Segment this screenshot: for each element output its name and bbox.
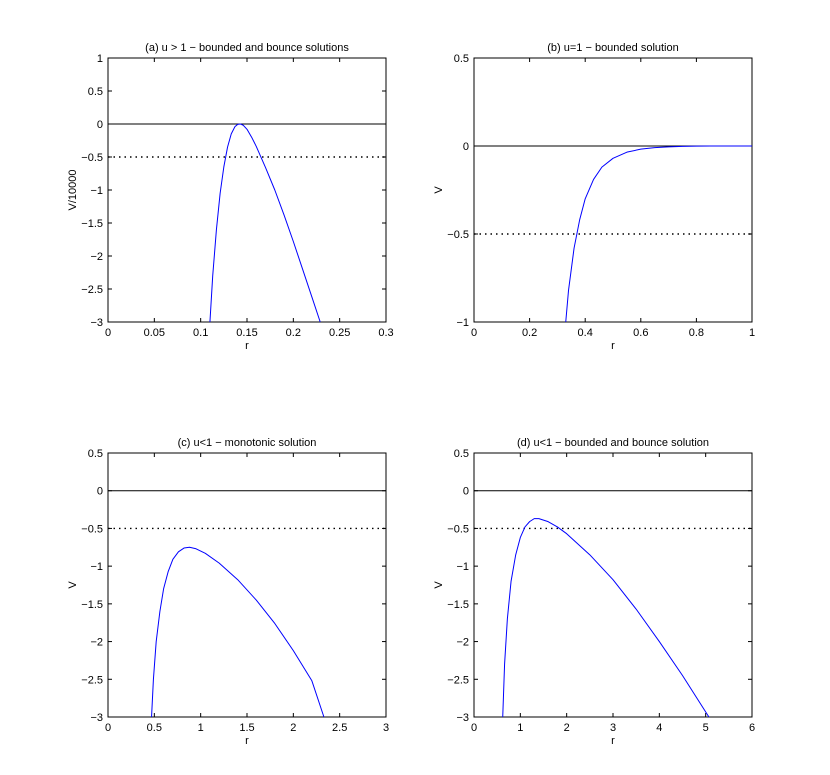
y-tick-label: 0 [97,119,103,131]
x-tick-label: 2 [290,722,296,734]
y-tick-label: −2.5 [447,674,469,686]
x-axis-label: r [611,735,615,747]
axes-frame [473,57,753,323]
x-tick-label: 0.2 [286,327,301,339]
y-tick-label: 0.5 [454,53,469,65]
series-line [565,145,752,323]
chart-title: (a) u > 1 − bounded and bounce solutions [145,42,349,54]
x-tick-label: 0.15 [236,327,257,339]
chart-title: (d) u<1 − bounded and bounce solution [517,437,709,449]
y-tick-label: −2 [456,637,469,649]
axes-frame [473,452,753,718]
chart-title: (c) u<1 − monotonic solution [178,437,317,449]
y-tick-label: 0 [97,486,103,498]
x-tick-label: 0.1 [193,327,208,339]
y-axis-label: V [67,581,79,589]
y-tick-label: 0 [463,486,469,498]
y-tick-label: −2 [90,251,103,263]
y-tick-label: −1.5 [81,599,103,611]
x-tick-label: 0 [105,722,111,734]
x-tick-label: 1 [198,722,204,734]
axes-frame [107,57,387,323]
y-tick-label: −2.5 [81,674,103,686]
x-tick-label: 1 [517,722,523,734]
x-tick-label: 0 [105,327,111,339]
x-tick-label: 0.5 [147,722,162,734]
chart-panel-a: 0 0.05 0.1 0.15 0.2 0.25 0.3 −3 −2.5 −2 −1.5 −1 −0.5… [67,42,394,352]
x-axis-label: r [611,340,615,352]
y-tick-label: −0.5 [447,229,469,241]
y-tick-label: 0.5 [454,448,469,460]
x-tick-label: 3 [610,722,616,734]
y-axis-label: V [433,581,445,589]
series-line [209,123,321,323]
y-tick-label: −3 [90,712,103,724]
x-tick-label: 0 [471,327,477,339]
axes-frame [107,452,387,718]
y-tick-label: −1 [90,185,103,197]
x-tick-label: 2 [564,722,570,734]
y-tick-label: −1.5 [447,599,469,611]
chart-panel-b: 0 0.2 0.4 0.6 0.8 1 −1 −0.5 0 0.5 (b) u=1 − bounde… [433,42,755,352]
y-tick-label: −1 [456,561,469,573]
y-tick-label: −1 [90,561,103,573]
series-line [151,546,325,718]
y-axis-label: V [433,186,445,194]
y-axis-label: V/10000 [67,170,79,211]
y-tick-label: −0.5 [81,523,103,535]
x-tick-label: 0.6 [633,327,648,339]
x-tick-label: 6 [749,722,755,734]
y-tick-label: 0.5 [88,86,103,98]
y-tick-label: 0 [463,141,469,153]
y-tick-label: −2.5 [81,284,103,296]
x-tick-label: 2.5 [332,722,347,734]
x-tick-label: 0.25 [329,327,350,339]
y-tick-label: −2 [90,637,103,649]
chart-panel-d: 0 1 2 3 4 5 6 −3 −2.5 −2 −1.5 −1 −0.5 0 0.5 (d) u<1 − b… [433,437,755,747]
chart-panel-c: 0 0.5 1 1.5 2 2.5 3 −3 −2.5 −2 −1.5 −1 −0.5 0 0.5 (c) u… [67,437,389,747]
y-tick-label: 1 [97,53,103,65]
y-tick-label: 0.5 [88,448,103,460]
y-tick-label: −0.5 [81,152,103,164]
x-tick-label: 0.2 [522,327,537,339]
x-tick-label: 0 [471,722,477,734]
x-axis-label: r [245,340,249,352]
x-tick-label: 0.4 [578,327,593,339]
chart-title: (b) u=1 − bounded solution [547,42,679,54]
y-tick-label: −3 [456,712,469,724]
x-tick-label: 0.8 [689,327,704,339]
x-tick-label: 3 [383,722,389,734]
y-tick-label: −1 [456,317,469,329]
series-line [502,518,710,718]
x-tick-label: 0.3 [378,327,393,339]
y-tick-label: −3 [90,317,103,329]
x-tick-label: 5 [703,722,709,734]
x-tick-label: 4 [656,722,662,734]
x-tick-label: 0.05 [144,327,165,339]
x-tick-label: 1 [749,327,755,339]
x-axis-label: r [245,735,249,747]
x-tick-label: 1.5 [239,722,254,734]
y-tick-label: −0.5 [447,523,469,535]
y-tick-label: −1.5 [81,218,103,230]
